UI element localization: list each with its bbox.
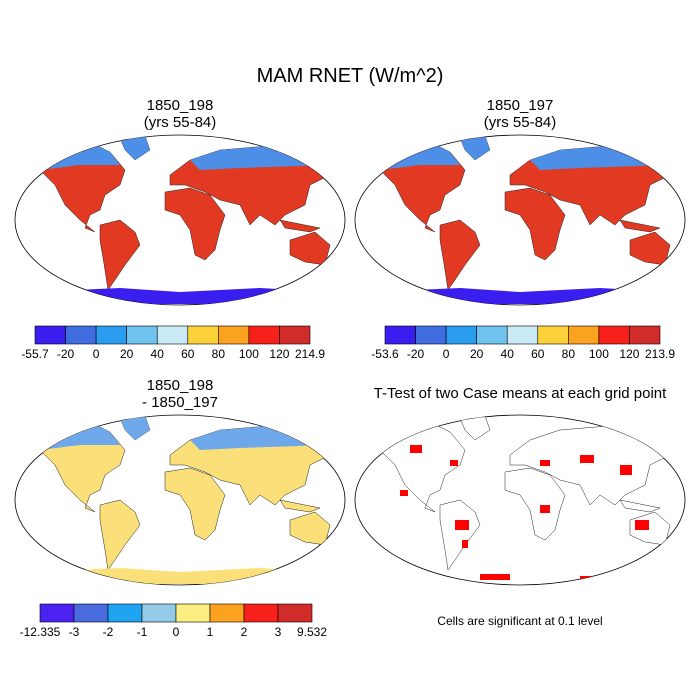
colorbar-label: 100 [239, 347, 259, 361]
colorbar-box [65, 325, 97, 345]
colorbar-label: 40 [151, 347, 165, 361]
colorbar-label: 60 [181, 347, 195, 361]
colorbar-label: 20 [120, 347, 134, 361]
colorbar-box [415, 325, 447, 345]
colorbar-label: 120 [619, 347, 639, 361]
colorbar-box [445, 325, 477, 345]
colorbar-box [39, 603, 75, 623]
map [354, 134, 686, 306]
panel-title: T-Test of two Case means at each grid po… [374, 385, 667, 402]
colorbar-box [277, 603, 313, 623]
colorbar-label: 40 [501, 347, 515, 361]
colorbar-label: -55.7 [21, 347, 49, 361]
colorbar-label: 214.9 [295, 347, 325, 361]
significant-cells [400, 445, 649, 581]
colorbar-box [506, 325, 539, 345]
colorbar-box [476, 325, 508, 345]
colorbar-label: -3 [69, 625, 80, 639]
colorbar-label: 60 [531, 347, 545, 361]
colorbar-label: 2 [241, 625, 248, 639]
colorbar-label: 213.9 [645, 347, 675, 361]
colorbar-box [279, 325, 311, 345]
colorbar-box [141, 603, 177, 623]
map [14, 414, 346, 586]
colorbar-box [126, 325, 158, 345]
colorbar-label: 120 [269, 347, 289, 361]
colorbar-label: 80 [212, 347, 226, 361]
colorbar-label: -1 [137, 625, 148, 639]
colorbar-label: -53.6 [371, 347, 399, 361]
colorbar-box [218, 325, 250, 345]
map [14, 134, 346, 306]
colorbar-label: 0 [93, 347, 100, 361]
colorbar-label: 3 [275, 625, 282, 639]
colorbar-label: 1 [207, 625, 214, 639]
colorbar-label: 80 [562, 347, 576, 361]
colorbar-box [248, 325, 280, 345]
panel-title: (yrs 55-84) [144, 114, 217, 131]
colorbar-label: 20 [470, 347, 484, 361]
note: Cells are significant at 0.1 level [437, 614, 602, 628]
colorbar-label: -2 [103, 625, 114, 639]
colorbar-label: 100 [589, 347, 609, 361]
colorbar-label: -12.335 [20, 625, 61, 639]
colorbar-box [95, 325, 127, 345]
figure-title: MAM RNET (W/m^2) [257, 65, 444, 87]
panel-title: (yrs 55-84) [484, 114, 557, 131]
colorbar-box [187, 325, 219, 345]
colorbar-box [34, 325, 66, 345]
colorbar-box [175, 603, 211, 623]
colorbar-box [73, 603, 109, 623]
colorbar-box [537, 325, 569, 345]
colorbar-label: 0 [173, 625, 180, 639]
panel-title: 1850_198 [147, 97, 214, 114]
colorbar-label: -20 [407, 347, 425, 361]
colorbar-label: -20 [57, 347, 75, 361]
colorbar-box [243, 603, 279, 623]
colorbar-box [107, 603, 143, 623]
map [354, 414, 686, 586]
colorbar-box [156, 325, 189, 345]
colorbar-label: 9.532 [297, 625, 327, 639]
colorbar-box [209, 603, 245, 623]
panel-title: 1850_197 [487, 97, 554, 114]
colorbar-box [598, 325, 630, 345]
colorbar-box [629, 325, 661, 345]
colorbar-box [568, 325, 600, 345]
panel-title: - 1850_197 [142, 394, 218, 411]
panel-title: 1850_198 [147, 377, 214, 394]
colorbar-label: 0 [443, 347, 450, 361]
colorbar-box [384, 325, 416, 345]
